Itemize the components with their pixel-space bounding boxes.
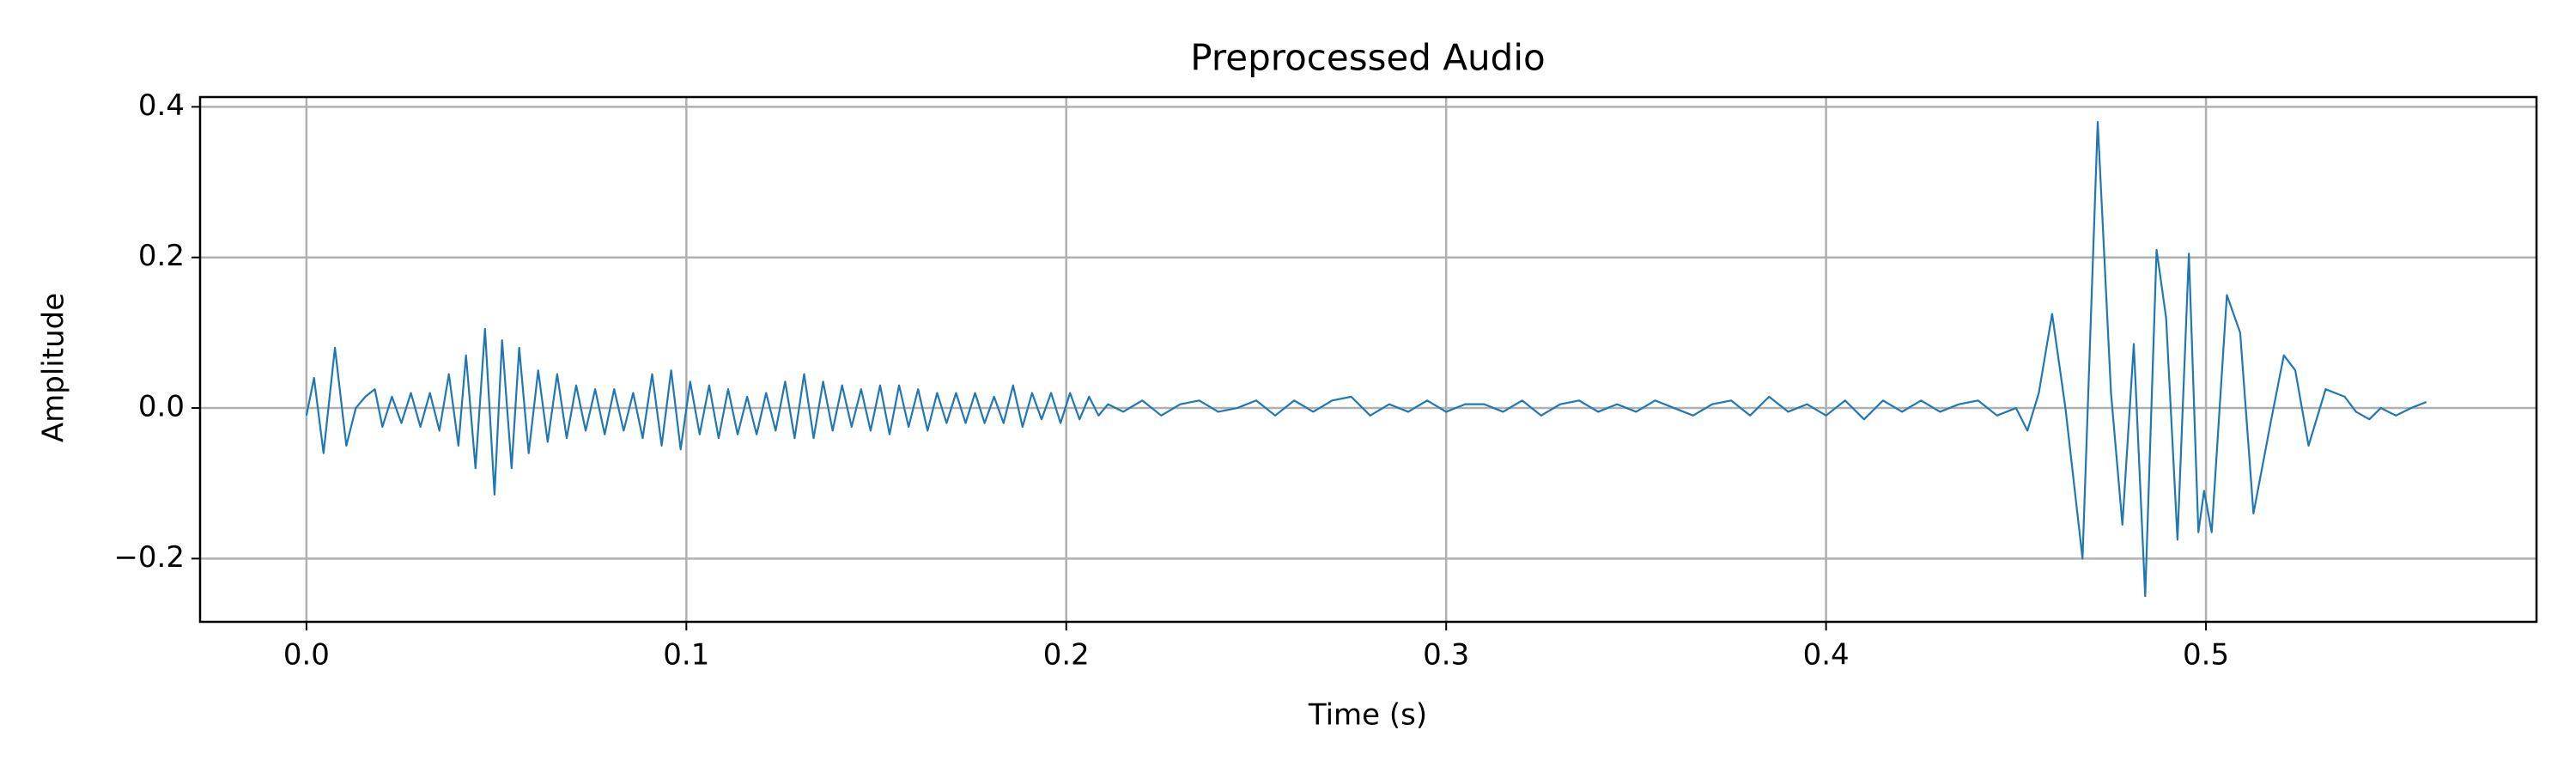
y-tick-label: 0.4 [138,88,185,123]
chart-title: Preprocessed Audio [1190,37,1545,79]
x-tick-label: 0.1 [663,638,709,673]
waveform-line [305,120,2427,598]
x-tick-label: 0.3 [1423,638,1469,673]
x-axis-label: Time (s) [1308,698,1427,733]
x-tick-label: 0.5 [2183,638,2229,673]
y-tick-label: 0.0 [138,390,185,424]
y-tick-label: −0.2 [113,540,185,575]
x-tick-label: 0.0 [283,638,330,673]
x-tick-label: 0.2 [1043,638,1090,673]
x-tick-label: 0.4 [1803,638,1850,673]
y-tick-label: 0.2 [138,239,185,273]
plot-frame [198,95,2538,624]
y-axis-label: Amplitude [37,293,71,442]
